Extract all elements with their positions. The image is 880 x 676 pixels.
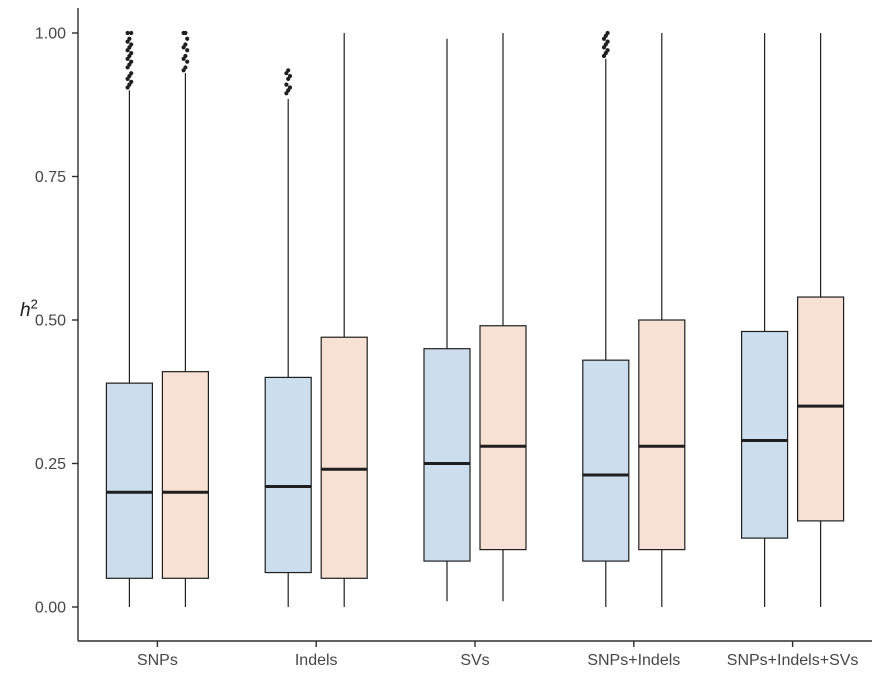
outlier-dot (605, 48, 610, 53)
outlier-dot (183, 65, 188, 70)
box (264, 376, 312, 574)
box (796, 296, 845, 522)
y-tick-label: 1.00 (35, 26, 66, 43)
box (105, 382, 154, 579)
box (740, 330, 789, 539)
outlier-dot (129, 71, 134, 76)
outlier-dot (605, 39, 610, 44)
outlier-dot (183, 53, 188, 59)
outlier-dot (129, 30, 134, 36)
outlier-dot (605, 30, 610, 36)
x-tick-label: SNPs+Indels+SVs (727, 652, 859, 669)
y-axis-label-base: h (20, 300, 31, 321)
x-tick-label: SVs (460, 652, 489, 669)
outlier-dot (129, 79, 134, 84)
outlier-dot (125, 30, 130, 36)
outlier-dot (287, 85, 293, 90)
outlier-dot (185, 48, 190, 53)
outlier-dot (129, 42, 134, 47)
y-axis-label-exponent: 2 (30, 296, 38, 312)
outlier-dot (185, 59, 190, 64)
outlier-dot (284, 82, 289, 87)
x-tick-label: SNPs+Indels (587, 652, 680, 669)
outlier-dot (185, 36, 190, 41)
outlier-dot (287, 73, 293, 79)
x-tick-label: Indels (295, 652, 338, 669)
outlier-dot (127, 36, 132, 41)
y-tick-label: 0.50 (35, 313, 66, 330)
y-axis-label: h2 (20, 296, 38, 322)
outlier-dot (129, 59, 134, 64)
y-tick-label: 0.75 (35, 169, 66, 186)
box (479, 325, 527, 551)
y-tick-label: 0.25 (35, 456, 66, 473)
box (423, 348, 471, 562)
outlier-dot (183, 42, 188, 47)
outlier-dot (183, 30, 188, 36)
box (161, 371, 209, 579)
box (582, 359, 630, 562)
x-tick-label: SNPs (137, 652, 178, 669)
box (638, 319, 686, 551)
outlier-dot (286, 68, 291, 73)
box (320, 336, 368, 579)
y-tick-label: 0.00 (35, 600, 66, 617)
outlier-dot (129, 50, 134, 56)
